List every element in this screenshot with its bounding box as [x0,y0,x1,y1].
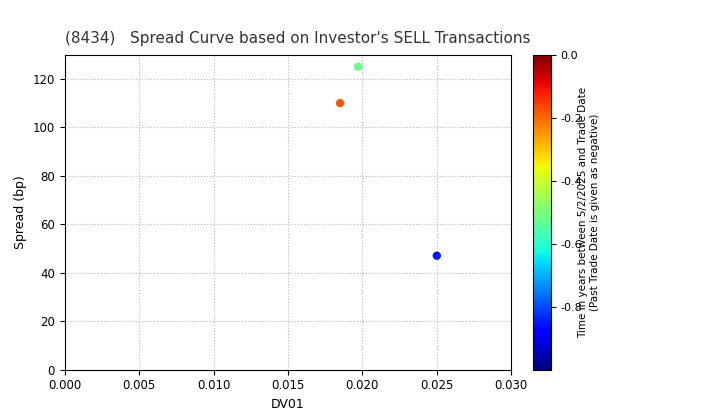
Point [334,100,346,106]
Point [352,63,364,70]
Text: (8434)   Spread Curve based on Investor's SELL Transactions: (8434) Spread Curve based on Investor's … [65,32,531,47]
Point [431,252,443,259]
Y-axis label: Spread (bp): Spread (bp) [14,175,27,249]
X-axis label: DV01: DV01 [271,398,305,411]
Y-axis label: Time in years between 5/2/2025 and Trade Date
(Past Trade Date is given as negat: Time in years between 5/2/2025 and Trade… [578,87,600,338]
